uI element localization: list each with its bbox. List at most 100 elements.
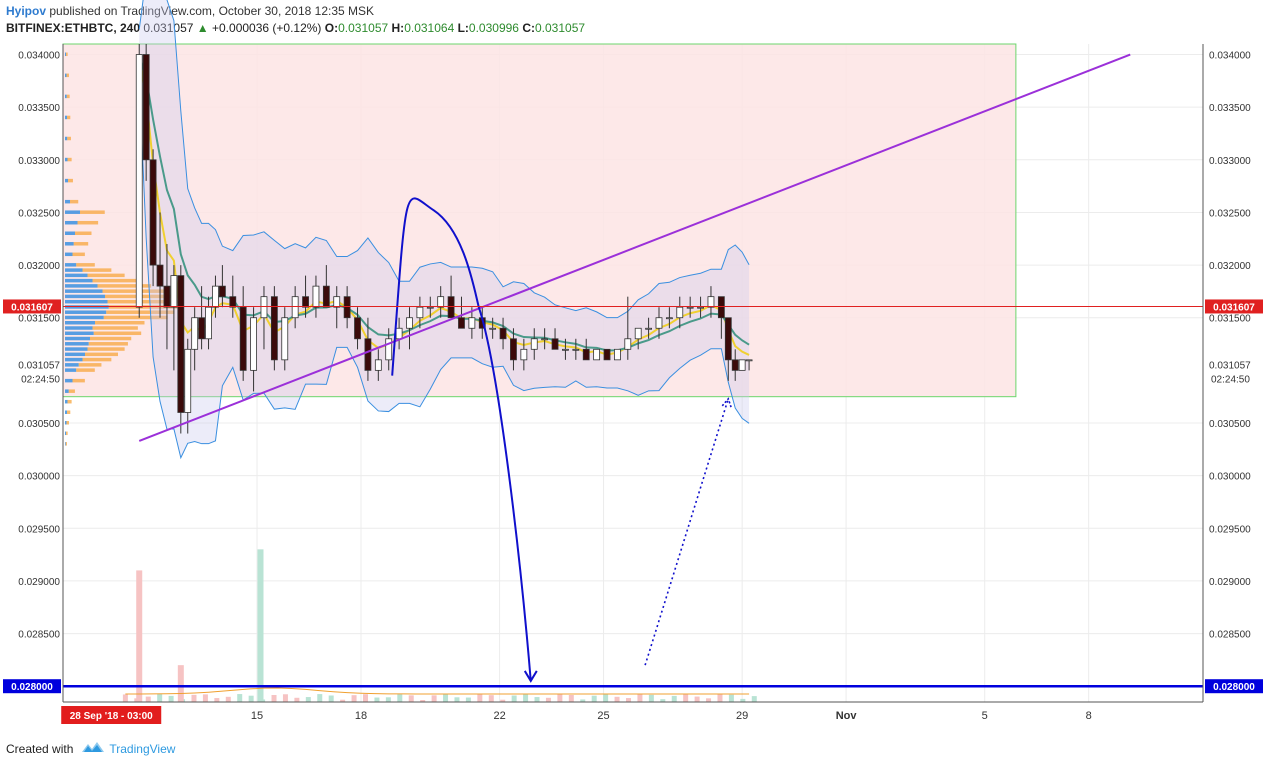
candle[interactable]: [354, 307, 361, 350]
y-tick-label-left: 0.033000: [18, 156, 60, 167]
volume-bar: [237, 694, 243, 702]
candle[interactable]: [731, 349, 739, 381]
candle[interactable]: [198, 286, 206, 350]
candle[interactable]: [655, 307, 663, 339]
candle[interactable]: [406, 307, 413, 350]
candle[interactable]: [333, 286, 341, 329]
candle[interactable]: [582, 338, 590, 361]
trend-line[interactable]: [138, 53, 1131, 442]
candle[interactable]: [250, 307, 257, 392]
candle[interactable]: [291, 286, 299, 329]
tradingview-logo-icon[interactable]: [81, 740, 105, 757]
candle-body: [177, 275, 185, 413]
candle[interactable]: [541, 328, 549, 350]
candle[interactable]: [468, 307, 476, 339]
projection-path[interactable]: [391, 197, 532, 682]
volume-profile-bar: [88, 342, 128, 346]
volume-average-line: [125, 687, 750, 695]
candle[interactable]: [163, 244, 171, 350]
candle[interactable]: [191, 307, 199, 371]
candle[interactable]: [374, 349, 382, 381]
candle[interactable]: [135, 44, 143, 318]
candle-body: [333, 296, 341, 308]
candle[interactable]: [239, 286, 247, 381]
candle[interactable]: [686, 296, 694, 318]
candle[interactable]: [645, 317, 652, 339]
volume-profile-bar: [65, 268, 83, 272]
candle[interactable]: [302, 275, 309, 318]
candle[interactable]: [156, 212, 164, 318]
candle-body: [697, 306, 704, 309]
dotted-arrow-line[interactable]: [644, 398, 730, 666]
candle[interactable]: [447, 275, 455, 319]
candle[interactable]: [437, 286, 445, 318]
candle[interactable]: [205, 296, 212, 350]
candle[interactable]: [170, 265, 178, 371]
candle[interactable]: [322, 265, 330, 308]
candle[interactable]: [745, 359, 753, 371]
candle[interactable]: [717, 296, 725, 339]
candle-body: [614, 348, 621, 361]
volume-profile-bar: [65, 357, 83, 362]
volume-profile-bar: [102, 289, 165, 293]
volume-profile-bar: [65, 331, 94, 336]
candle[interactable]: [624, 296, 632, 360]
volume-profile-bar: [65, 342, 89, 346]
candle[interactable]: [572, 338, 580, 360]
candle[interactable]: [281, 307, 289, 371]
candle-body: [520, 348, 528, 361]
candle[interactable]: [697, 296, 704, 318]
candle[interactable]: [149, 149, 157, 287]
volume-profile-bar: [77, 220, 99, 225]
candle[interactable]: [562, 338, 569, 360]
candle[interactable]: [343, 286, 351, 329]
candle[interactable]: [520, 338, 528, 371]
candle[interactable]: [665, 307, 673, 329]
volume-bar: [340, 699, 346, 702]
candle[interactable]: [593, 348, 601, 361]
candle[interactable]: [489, 317, 497, 339]
candle-body: [239, 306, 247, 371]
y-tick-label-right: 0.028500: [1209, 630, 1251, 641]
candle[interactable]: [416, 296, 424, 329]
candle[interactable]: [312, 275, 320, 318]
candle[interactable]: [676, 296, 684, 329]
candle[interactable]: [530, 328, 538, 360]
volume-spike-bar: [136, 570, 143, 702]
candle[interactable]: [270, 286, 278, 371]
candle[interactable]: [426, 296, 434, 318]
y-tick-label-right: 0.030500: [1209, 419, 1251, 430]
candle[interactable]: [218, 265, 226, 308]
candle[interactable]: [738, 359, 746, 371]
candle[interactable]: [510, 328, 517, 371]
candle[interactable]: [142, 44, 150, 181]
candle[interactable]: [551, 328, 559, 350]
publish-text: published on TradingView.com, October 30…: [49, 4, 375, 18]
candle-body: [582, 348, 590, 361]
volume-bar: [545, 697, 551, 702]
candle[interactable]: [229, 275, 237, 318]
volume-bar: [591, 695, 597, 702]
candle[interactable]: [364, 317, 372, 381]
tradingview-brand[interactable]: TradingView: [109, 741, 176, 756]
candle[interactable]: [177, 265, 185, 434]
candle[interactable]: [385, 328, 393, 371]
candle[interactable]: [603, 348, 611, 361]
volume-profile-bar: [92, 278, 138, 283]
volume-profile-bar: [65, 252, 73, 257]
candle-body: [489, 327, 497, 330]
candle[interactable]: [724, 317, 732, 381]
candle-body: [458, 317, 465, 329]
candle[interactable]: [707, 286, 715, 318]
candle[interactable]: [499, 317, 507, 350]
candle[interactable]: [260, 286, 268, 350]
author-name[interactable]: Hyipov: [6, 4, 47, 18]
y-tick-label-right: 0.030000: [1209, 472, 1251, 483]
candle[interactable]: [212, 275, 219, 318]
candle[interactable]: [634, 327, 642, 350]
candle[interactable]: [614, 348, 621, 361]
candle[interactable]: [184, 338, 192, 434]
candle[interactable]: [458, 296, 465, 329]
x-tick-label: 5: [982, 710, 988, 722]
